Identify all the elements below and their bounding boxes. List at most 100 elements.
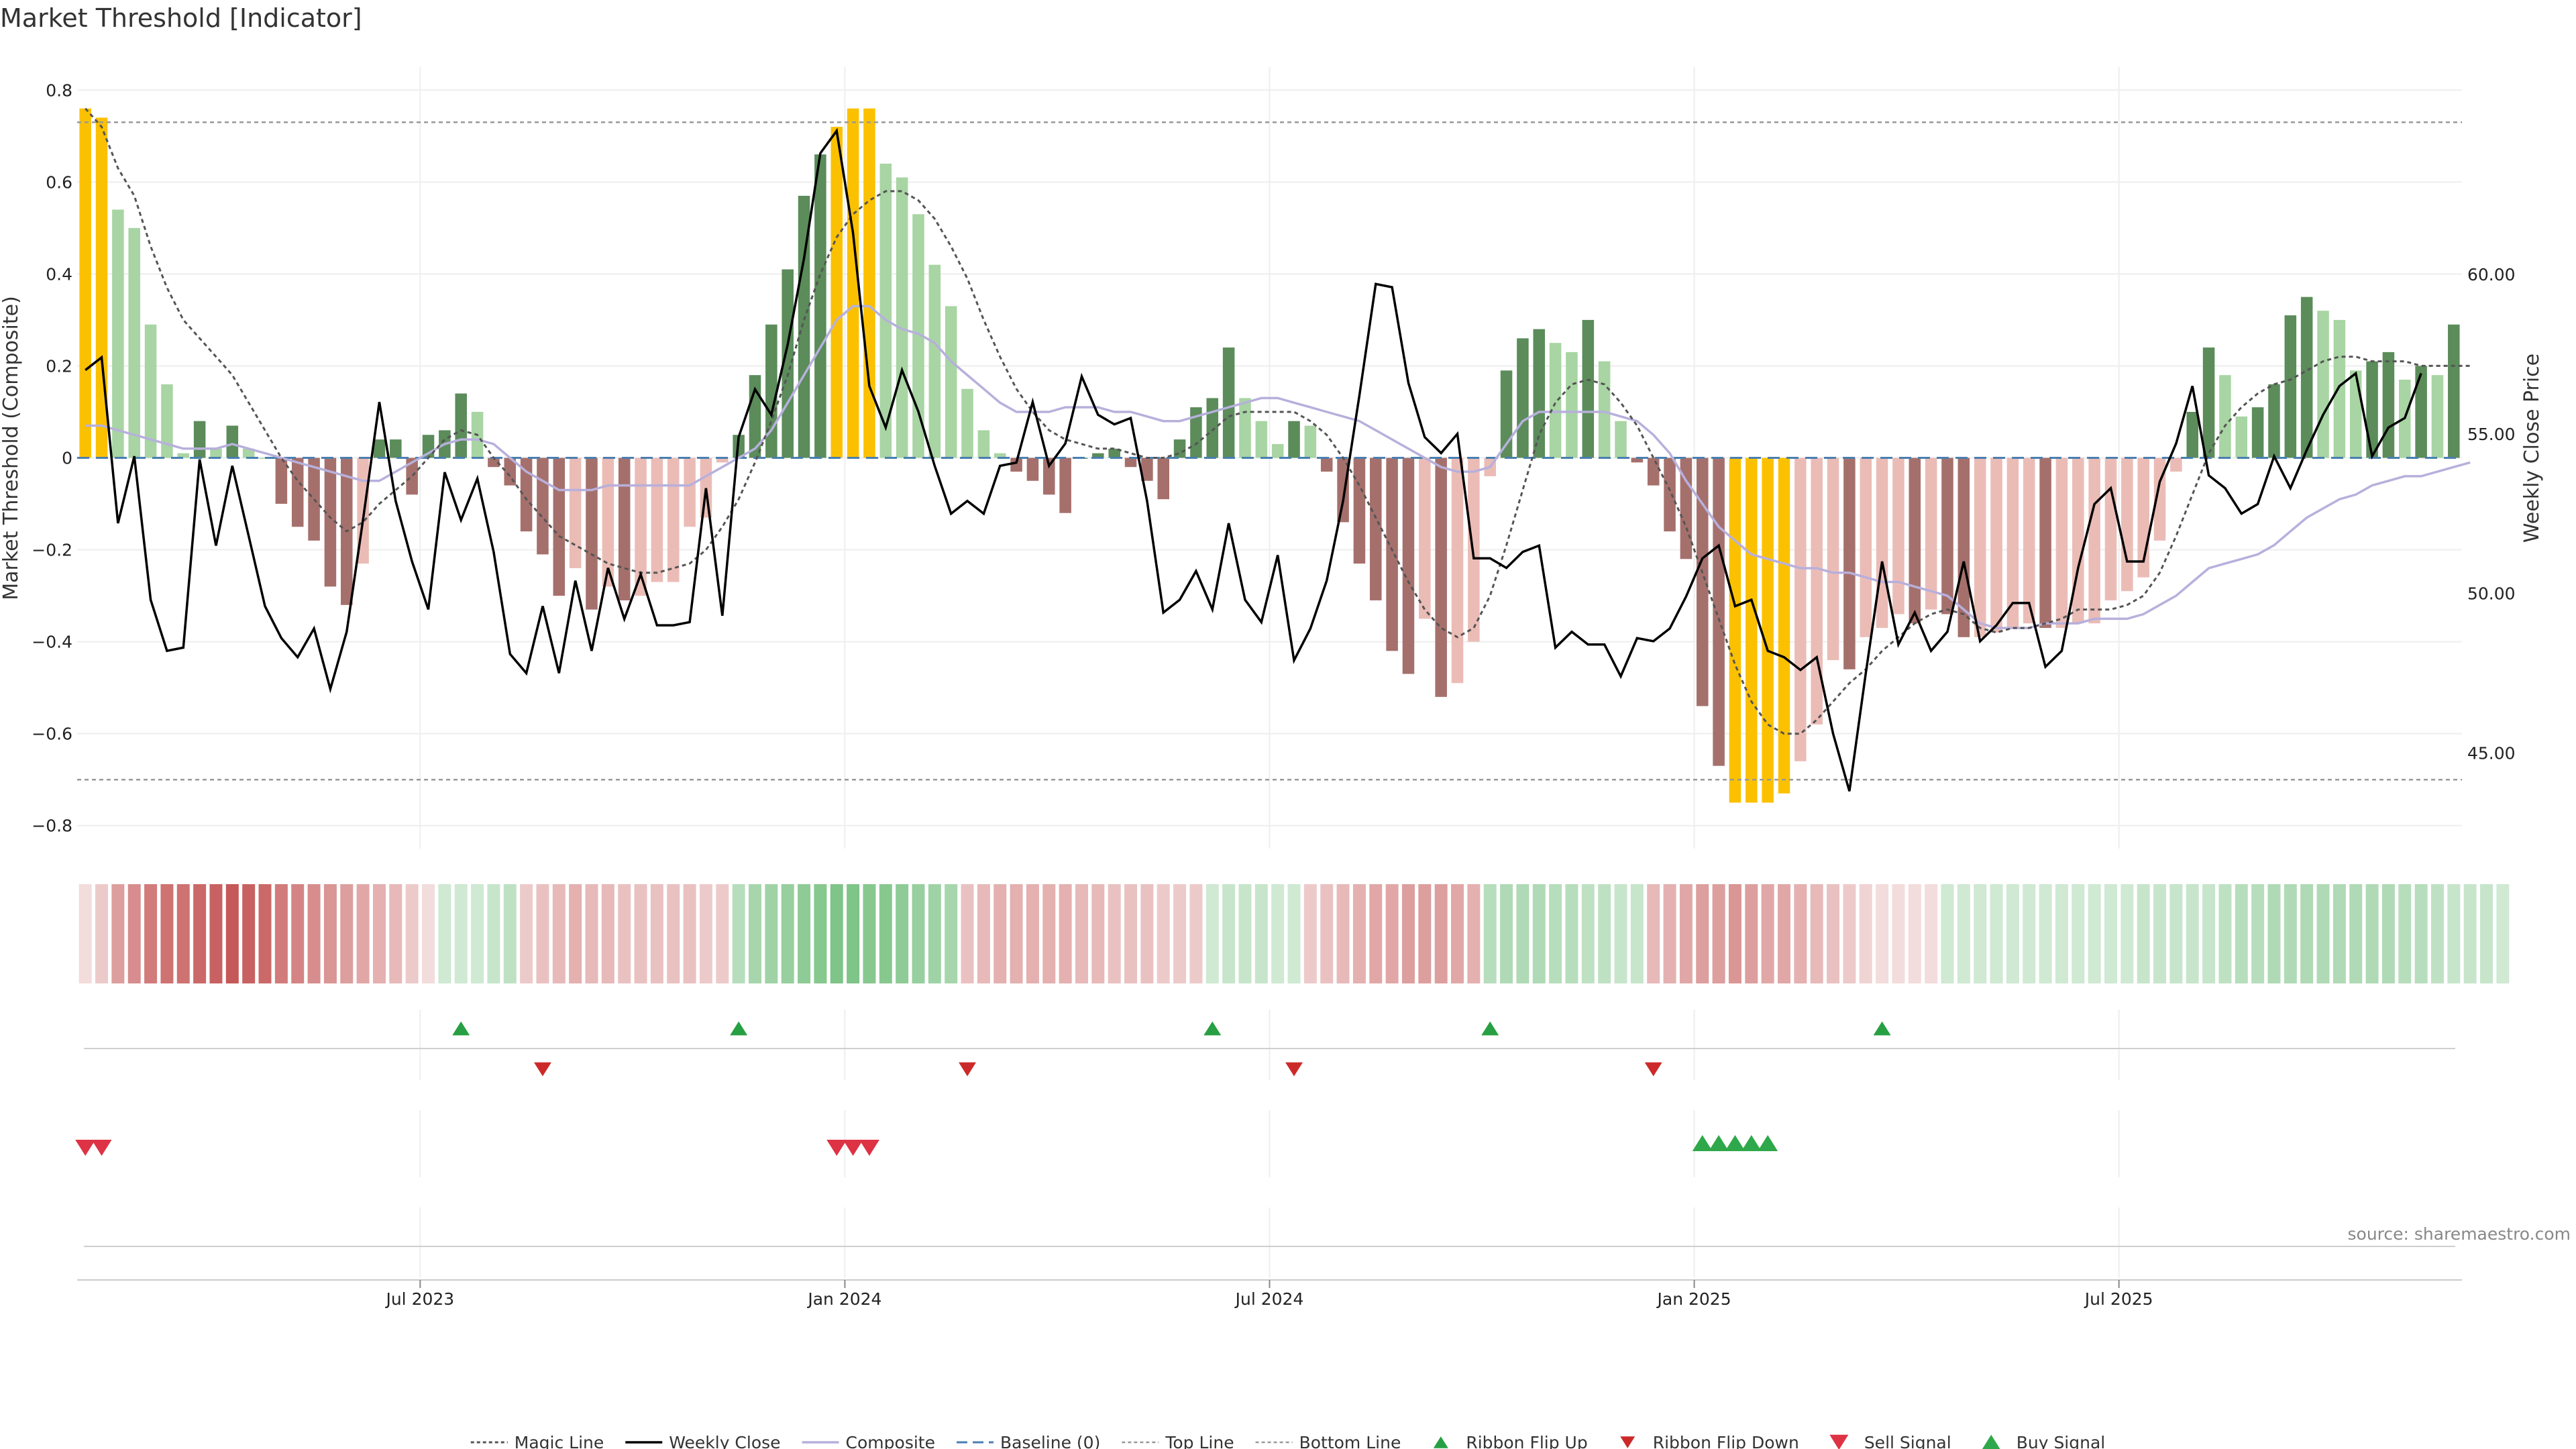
ribbon-cell (95, 884, 109, 983)
ribbon-cell (1451, 884, 1464, 983)
ribbon-cell (1565, 884, 1578, 983)
composite-bar (1549, 343, 1562, 458)
y-tick-label: 0.6 (46, 172, 72, 192)
composite-bar (994, 453, 1006, 458)
composite-bar (1598, 361, 1611, 458)
ribbon-cell (111, 884, 125, 983)
composite-bars (79, 108, 2460, 803)
ribbon-cell (1369, 884, 1383, 983)
ribbon-cell (520, 884, 533, 983)
composite-bar (2088, 458, 2100, 624)
ribbon-cell (2072, 884, 2085, 983)
composite-bar (798, 195, 810, 458)
ribbon-cell (879, 884, 892, 983)
legend-item-flipdown: Ribbon Flip Down (1620, 1433, 1799, 1449)
composite-bar (1582, 319, 1595, 458)
composite-bar (716, 458, 729, 463)
ribbon-cell (2137, 884, 2150, 983)
ribbon-cell (176, 884, 190, 983)
composite-bar (1370, 458, 1382, 600)
ribbon-cell (78, 884, 92, 983)
legend-label: Ribbon Flip Down (1653, 1433, 1799, 1449)
legend-label: Sell Signal (1864, 1433, 1951, 1449)
ribbon-cell (487, 884, 500, 983)
composite-bar (1010, 458, 1022, 472)
ribbon-cell (291, 884, 305, 983)
composite-bar (2170, 458, 2182, 472)
ribbon-cell (1434, 884, 1448, 983)
ribbon-flip-up-marker (730, 1021, 748, 1036)
composite-bar (586, 458, 598, 610)
ribbon-cell (1598, 884, 1611, 983)
y-tick-label: −0.8 (32, 816, 72, 836)
composite-bar (1124, 458, 1137, 468)
composite-bar (1435, 458, 1447, 697)
chart-title: Market Threshold [Indicator] (0, 3, 362, 33)
composite-bar (1974, 458, 1986, 637)
ribbon-cell (1859, 884, 1872, 983)
ribbon-cell (1712, 884, 1725, 983)
ribbon-cell (814, 884, 827, 983)
ribbon-cell (1876, 884, 1889, 983)
composite-bar (1664, 458, 1676, 532)
y-tick-label: 0.8 (46, 80, 72, 100)
composite-bar (2431, 375, 2444, 458)
composite-bar (1386, 458, 1398, 651)
ribbon-cell (634, 884, 647, 983)
ribbon-cell (1892, 884, 1905, 983)
ribbon-cell (2447, 884, 2461, 983)
legend: Magic Line Weekly Close Composite Baseline … (470, 1433, 2105, 1449)
ribbon-cell (422, 884, 435, 983)
ribbon-cell (1908, 884, 1921, 983)
legend-swatch (1620, 1436, 1635, 1448)
legend-item-flipup: Ribbon Flip Up (1433, 1433, 1588, 1449)
x-axis-ticks: Jul 2023 Jan 2024 Jul 2024 Jan 2025 Jul 2025 (77, 1279, 2462, 1309)
legend-swatch (1433, 1436, 1448, 1448)
ribbon-cell (732, 884, 745, 983)
weekly-close-line (85, 127, 2422, 792)
composite-bar (1222, 347, 1235, 458)
y-tick-label: 0.4 (46, 264, 72, 284)
ribbon-cell (781, 884, 794, 983)
legend-item-magic: Magic Line (470, 1433, 604, 1449)
composite-bar (1925, 458, 1937, 610)
ribbon-cell (765, 884, 778, 983)
ribbon-cell (1778, 884, 1790, 983)
composite-bar (2202, 347, 2215, 458)
composite-bar (520, 458, 533, 532)
composite-bar (1811, 458, 1823, 724)
composite-bar (79, 108, 91, 458)
y2-tick-label: 60.00 (2467, 265, 2516, 284)
ribbon-cell (2332, 884, 2346, 983)
composite-bar (1255, 421, 1268, 458)
legend-swatch (1829, 1434, 1849, 1449)
ribbon-cell (1647, 884, 1660, 983)
ribbon-cell (1059, 884, 1072, 983)
composite-bar (2023, 458, 2035, 624)
legend-label: Weekly Close (669, 1433, 780, 1449)
ribbon-cell (471, 884, 484, 983)
ribbon-cell (1467, 884, 1481, 983)
legend-item-top: Top Line (1122, 1433, 1234, 1449)
ribbon-cell (1091, 884, 1105, 983)
ribbon-cell (699, 884, 712, 983)
composite-bar (928, 264, 941, 458)
ribbon-cell (242, 884, 256, 983)
legend-item-composite: Composite (802, 1433, 935, 1449)
ribbon-cell (193, 884, 207, 983)
ribbon-cell (961, 884, 974, 983)
ribbon-cell (1042, 884, 1056, 983)
composite-bar (1517, 338, 1529, 458)
composite-bar (177, 453, 190, 458)
ribbon-cell (225, 884, 239, 983)
ribbon-cell (2088, 884, 2101, 983)
composite-bar (1909, 458, 1921, 624)
composite-bar (1746, 458, 1758, 803)
ribbon-cell (1320, 884, 1334, 983)
ribbon-cell (798, 884, 811, 983)
composite-bar (2284, 315, 2297, 458)
composite-bar (553, 458, 566, 596)
ribbon-cell (160, 884, 174, 983)
ribbon-cell (1075, 884, 1088, 983)
ribbon-cell (1205, 884, 1219, 983)
